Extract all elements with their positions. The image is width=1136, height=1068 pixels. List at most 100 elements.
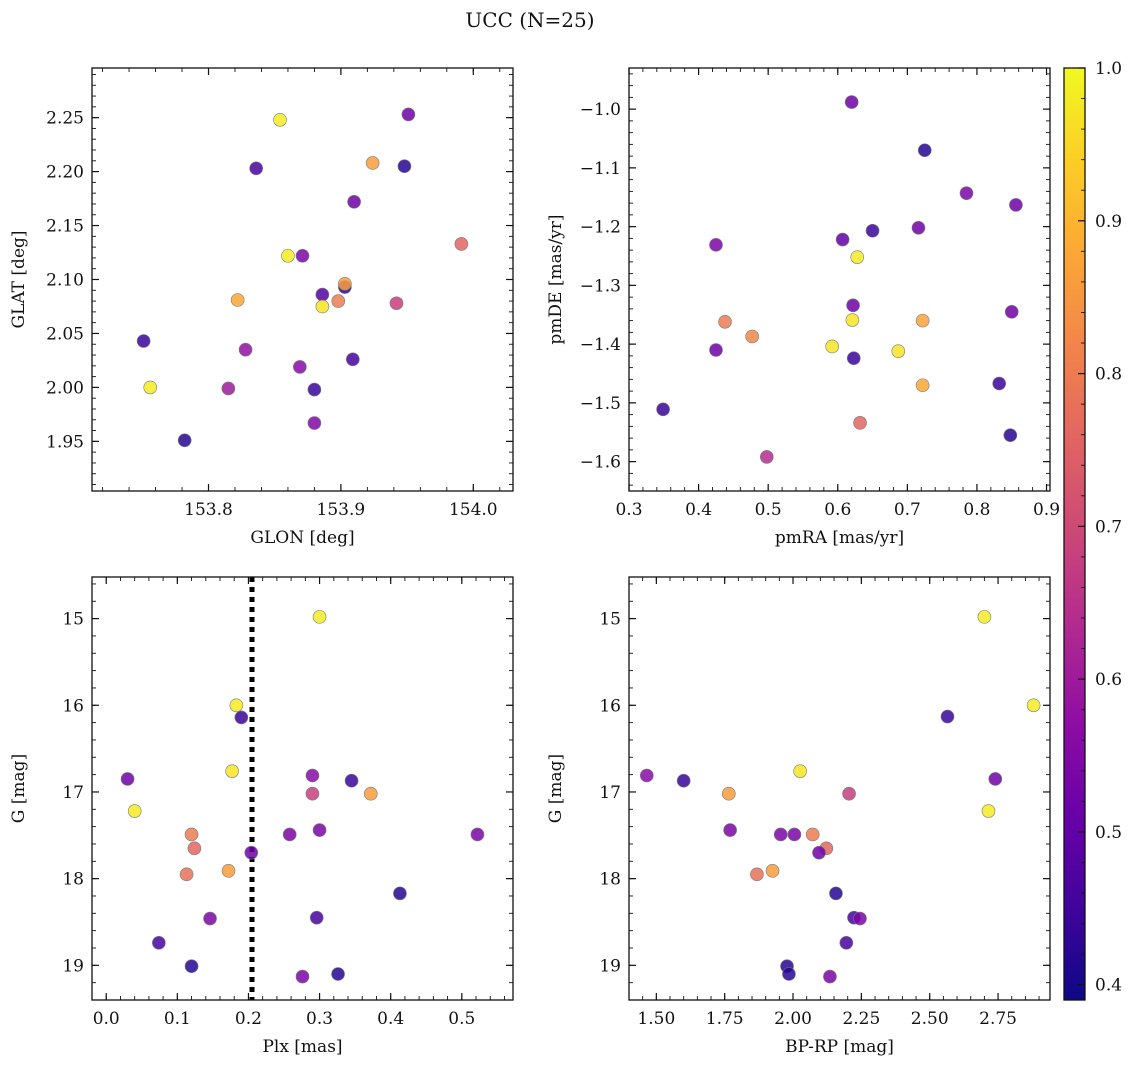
scatter-point [152,935,166,950]
scatter-point [347,195,361,209]
y-tick-label: 2.15 [46,217,84,237]
x-tick-label: 153.9 [317,500,366,520]
colorbar-tick-label: 1.0 [1095,59,1122,79]
scatter-point [915,378,930,393]
x-tick-label: 2.25 [842,1009,880,1029]
y-axis-label: pmDE [mas/yr] [546,214,566,344]
scatter-point [853,911,867,926]
x-tick-label: 0.5 [755,500,782,520]
x-axis-label: Plx [mas] [262,1037,342,1057]
scatter-point [765,864,780,878]
scatter-points [136,107,469,448]
panel-bprp-g: 1.50 1.75 2.00 2.25 2.50 2.75 15 16 17 18 19 BP-RP … [546,576,1051,1057]
scatter-point [184,959,199,973]
scatter-point [959,186,974,200]
scatter-point [454,237,469,251]
colorbar-tick-label: 0.6 [1095,670,1122,690]
scatter-point [829,886,843,901]
scatter-point [221,864,236,878]
colorbar-gradient [1064,68,1085,1000]
scatter-point [397,159,412,173]
scatter-point [295,969,310,984]
scatter-point [401,107,416,122]
x-tick-label: 0.3 [306,1009,333,1029]
scatter-point [835,232,850,247]
y-tick-label: −1.3 [580,276,621,296]
axes-frame [91,67,514,492]
y-tick-label: 16 [599,696,621,716]
scatter-point [676,773,691,788]
scatter-point [977,610,992,624]
y-tick-label: −1.0 [580,100,621,120]
scatter-point [143,380,158,395]
scatter-point [915,313,930,328]
scatter-points [639,610,1041,984]
axes-frame [91,576,514,1001]
scatter-point [238,342,253,357]
scatter-point [865,223,880,238]
x-tick-label: 0.9 [1033,500,1060,520]
y-tick-label: 15 [599,610,621,630]
x-tick-label: 2.75 [979,1009,1017,1029]
colorbar-tick-label: 0.9 [1095,212,1122,232]
scatter-point [639,768,654,783]
colorbar-frame [1063,67,1086,1001]
y-tick-label: −1.2 [580,218,621,238]
scatter-point [282,827,297,842]
scatter-point [846,298,860,313]
scatter-point [773,827,788,842]
x-axis-label: pmRA [mas/yr] [775,528,904,548]
scatter-point [759,450,774,464]
scatter-points [656,95,1023,464]
scatter-point [203,911,217,926]
scatter-point [846,351,861,366]
scatter-point [230,293,245,307]
scatter-point [295,248,310,263]
scatter-point [992,376,1007,391]
scatter-point [315,299,330,314]
y-axis-label: G [mag] [9,754,29,823]
x-axis-label: GLON [deg] [250,528,354,548]
scatter-point [136,334,151,348]
y-tick-label: 18 [599,870,621,890]
panel-plx-g: 0.0 0.1 0.2 0.3 0.4 0.5 15 16 17 18 19 Plx [mas] G [… [9,576,514,1057]
scatter-point [812,845,826,860]
x-tick-label: 2.00 [774,1009,812,1029]
x-tick-label: 0.3 [615,500,642,520]
y-tick-label: 18 [62,870,84,890]
scatter-point [331,294,346,308]
x-tick-label: 0.4 [685,500,712,520]
scatter-point [1009,198,1023,212]
scatter-point [1004,305,1019,319]
x-tick-label: 154.0 [449,500,498,520]
x-tick-label: 0.4 [377,1009,404,1029]
x-tick-label: 1.50 [637,1009,675,1029]
scatter-point [844,95,859,109]
scatter-point [839,935,854,950]
y-tick-label: 2.10 [46,271,84,291]
scatter-point [312,823,327,837]
x-tick-label: 0.2 [235,1009,262,1029]
scatter-point [120,772,135,786]
scatter-point [179,867,194,882]
x-tick-label: 2.50 [911,1009,949,1029]
scatter-point [234,710,249,725]
scatter-point [823,969,837,984]
panel-glon-glat: 153.8 153.9 154.0 1.95 2.00 2.05 2.10 2.15 2.20 2… [9,67,514,548]
scatter-point [656,402,670,417]
colorbar-tick-label: 0.5 [1095,823,1122,843]
scatter-point [845,313,860,327]
y-tick-label: 19 [599,956,621,976]
y-tick-label: 2.00 [46,378,84,398]
scatter-point [281,248,295,263]
axes-frame [628,576,1051,1001]
scatter-point [307,416,322,430]
y-tick-label: −1.4 [580,335,621,355]
scatter-point [331,967,345,981]
scatter-point [305,768,320,783]
scatter-point [988,772,1003,786]
scatter-point [184,827,199,842]
scatter-point [718,314,732,329]
scatter-point [293,360,307,374]
scatter-point [709,238,723,252]
